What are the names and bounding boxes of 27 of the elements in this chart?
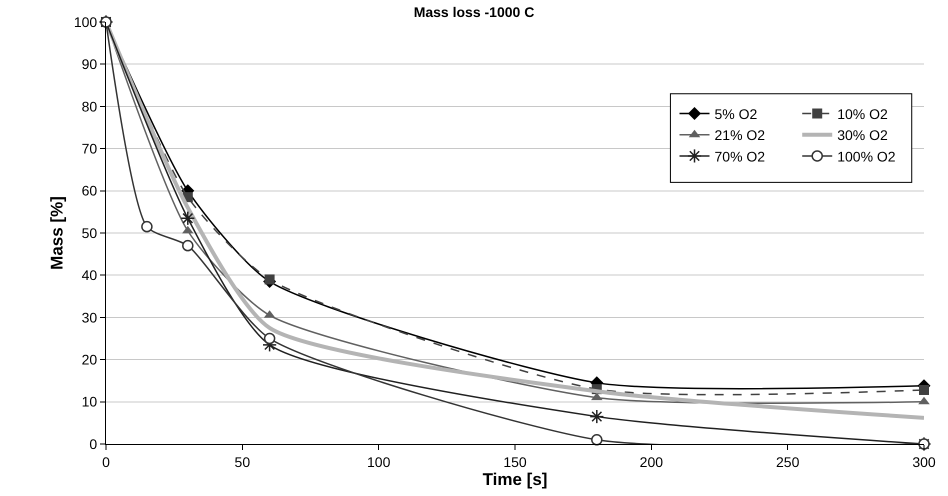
y-tick-label: 70 [82,140,98,156]
x-tick-label: 0 [102,454,110,470]
legend-label: 70% O2 [714,148,766,164]
legend-label: 21% O2 [714,127,766,144]
y-axis-title: Mass [%] [47,196,66,270]
x-tick-label: 250 [776,454,800,470]
y-tick-label: 40 [82,267,98,284]
y-tick-label: 20 [82,352,98,368]
legend-label: 10% O2 [837,106,888,122]
y-tick-label: 50 [82,224,98,241]
y-tick-label: 30 [82,309,98,326]
chart-title: Mass loss -1000 C [414,4,534,20]
y-tick-label: 80 [82,98,98,114]
x-tick-label: 100 [366,454,391,470]
y-tick-label: 60 [82,182,98,199]
x-tick-label: 200 [640,454,664,470]
legend-label: 100% O2 [837,148,896,164]
x-tick-label: 300 [912,454,936,470]
x-axis-title: Time [s] [482,470,548,489]
y-tick-label: 90 [82,56,98,72]
y-tick-label: 10 [82,394,98,410]
y-tick-label: 100 [74,14,98,30]
y-tick-label: 0 [89,436,98,452]
x-tick-label: 50 [234,454,250,470]
legend-label: 30% O2 [837,127,888,144]
legend-label: 5% O2 [714,106,758,122]
x-tick-label: 150 [503,454,527,470]
